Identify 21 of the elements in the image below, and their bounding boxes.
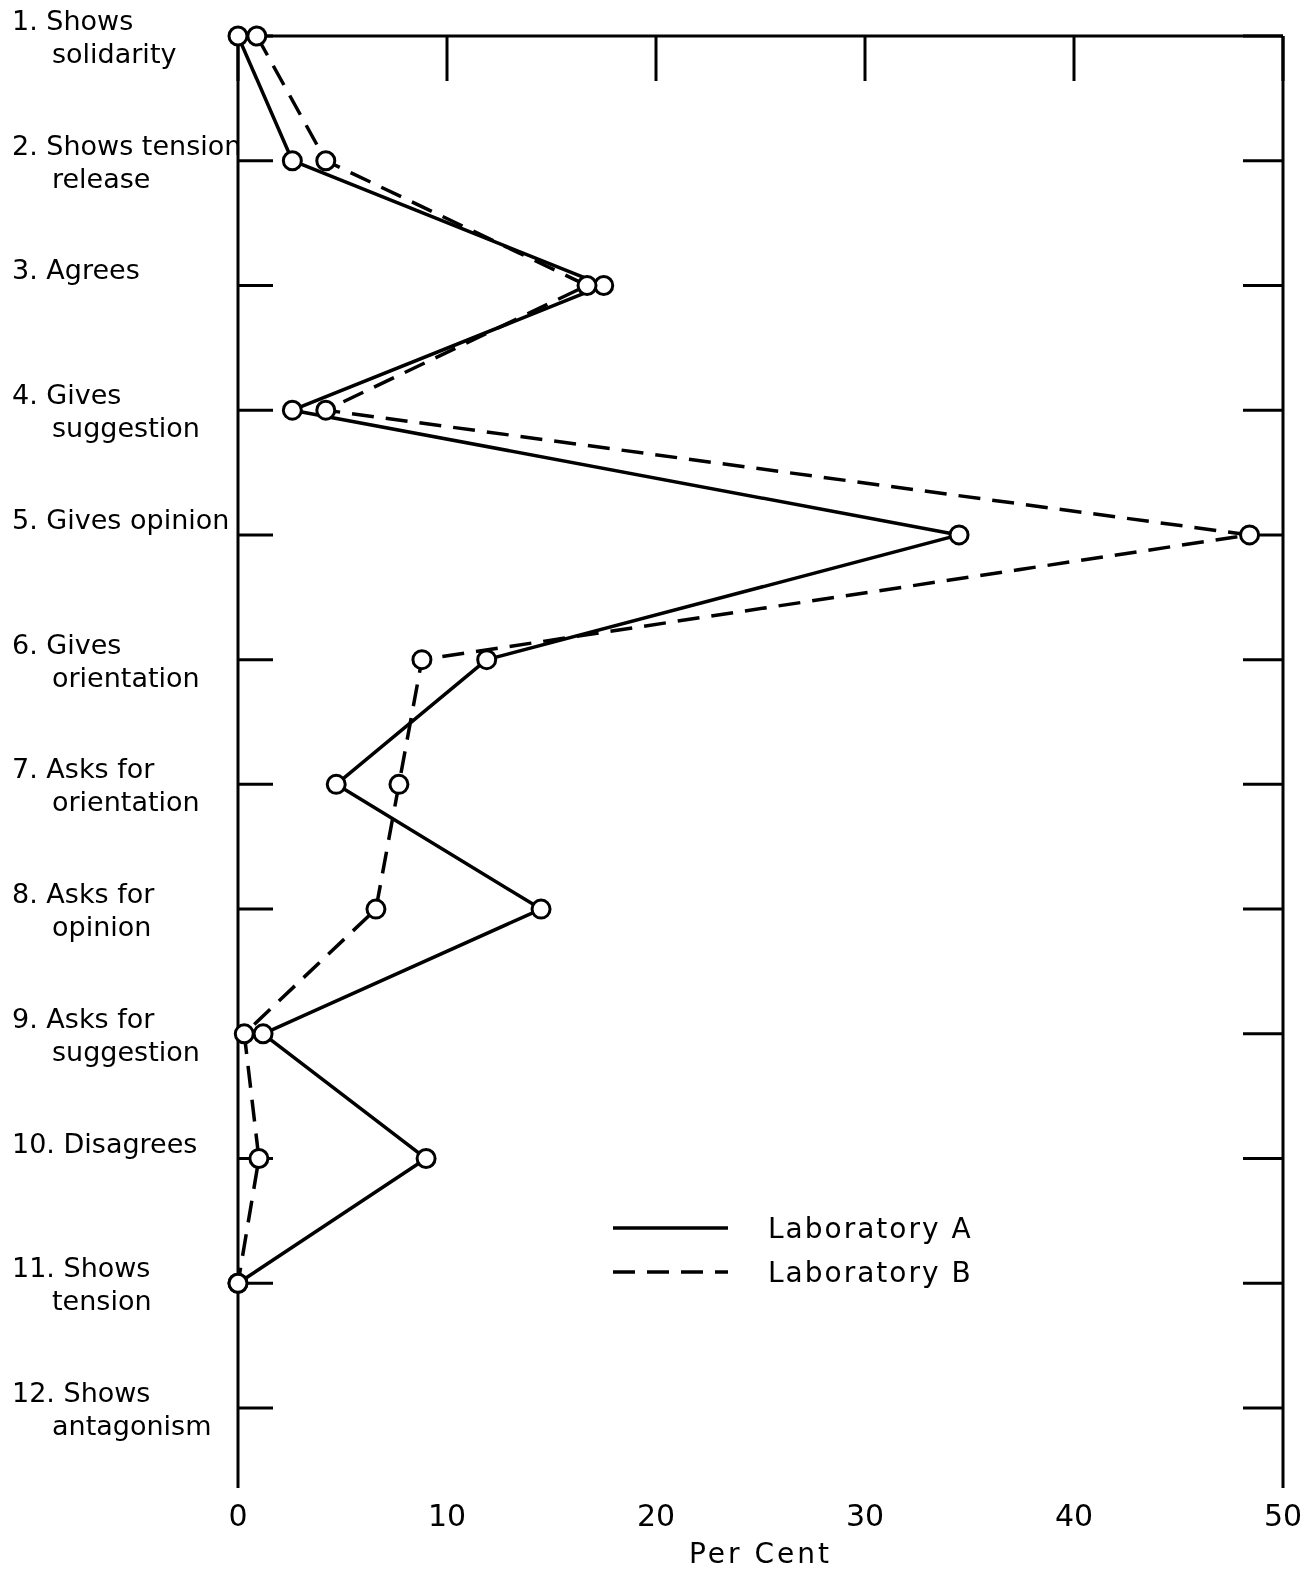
x-tick-label: 10	[427, 1498, 467, 1533]
y-tick-label: 2. Shows tension release	[12, 129, 242, 194]
y-tick-label: 10. Disagrees	[12, 1127, 198, 1159]
y-tick-label: 8. Asks for opinion	[12, 878, 156, 943]
y-tick-label: 11. Shows tension	[12, 1252, 152, 1317]
y-tick-label: 4. Gives suggestion	[12, 379, 200, 444]
x-tick-label: 50	[1263, 1498, 1303, 1533]
y-tick-label: 12. Shows antagonism	[12, 1377, 212, 1441]
x-tick-label: 30	[845, 1498, 885, 1533]
y-tick-label: 7. Asks for orientation	[12, 753, 200, 818]
x-tick-label: 0	[228, 1498, 248, 1533]
y-tick-label: 3. Agrees	[12, 254, 140, 286]
y-tick-label: 5. Gives opinion	[12, 503, 230, 535]
legend-label: Laboratory B	[768, 1256, 973, 1289]
y-tick-label: 1. Shows solidarity	[12, 5, 177, 69]
x-tick-label: 20	[636, 1498, 676, 1533]
x-axis-title: Per Cent	[688, 1537, 833, 1570]
x-tick-label: 40	[1054, 1498, 1094, 1533]
legend-label: Laboratory A	[768, 1212, 973, 1245]
y-tick-label: 9. Asks for suggestion	[12, 1002, 200, 1067]
y-tick-label: 6. Gives orientation	[12, 628, 200, 693]
